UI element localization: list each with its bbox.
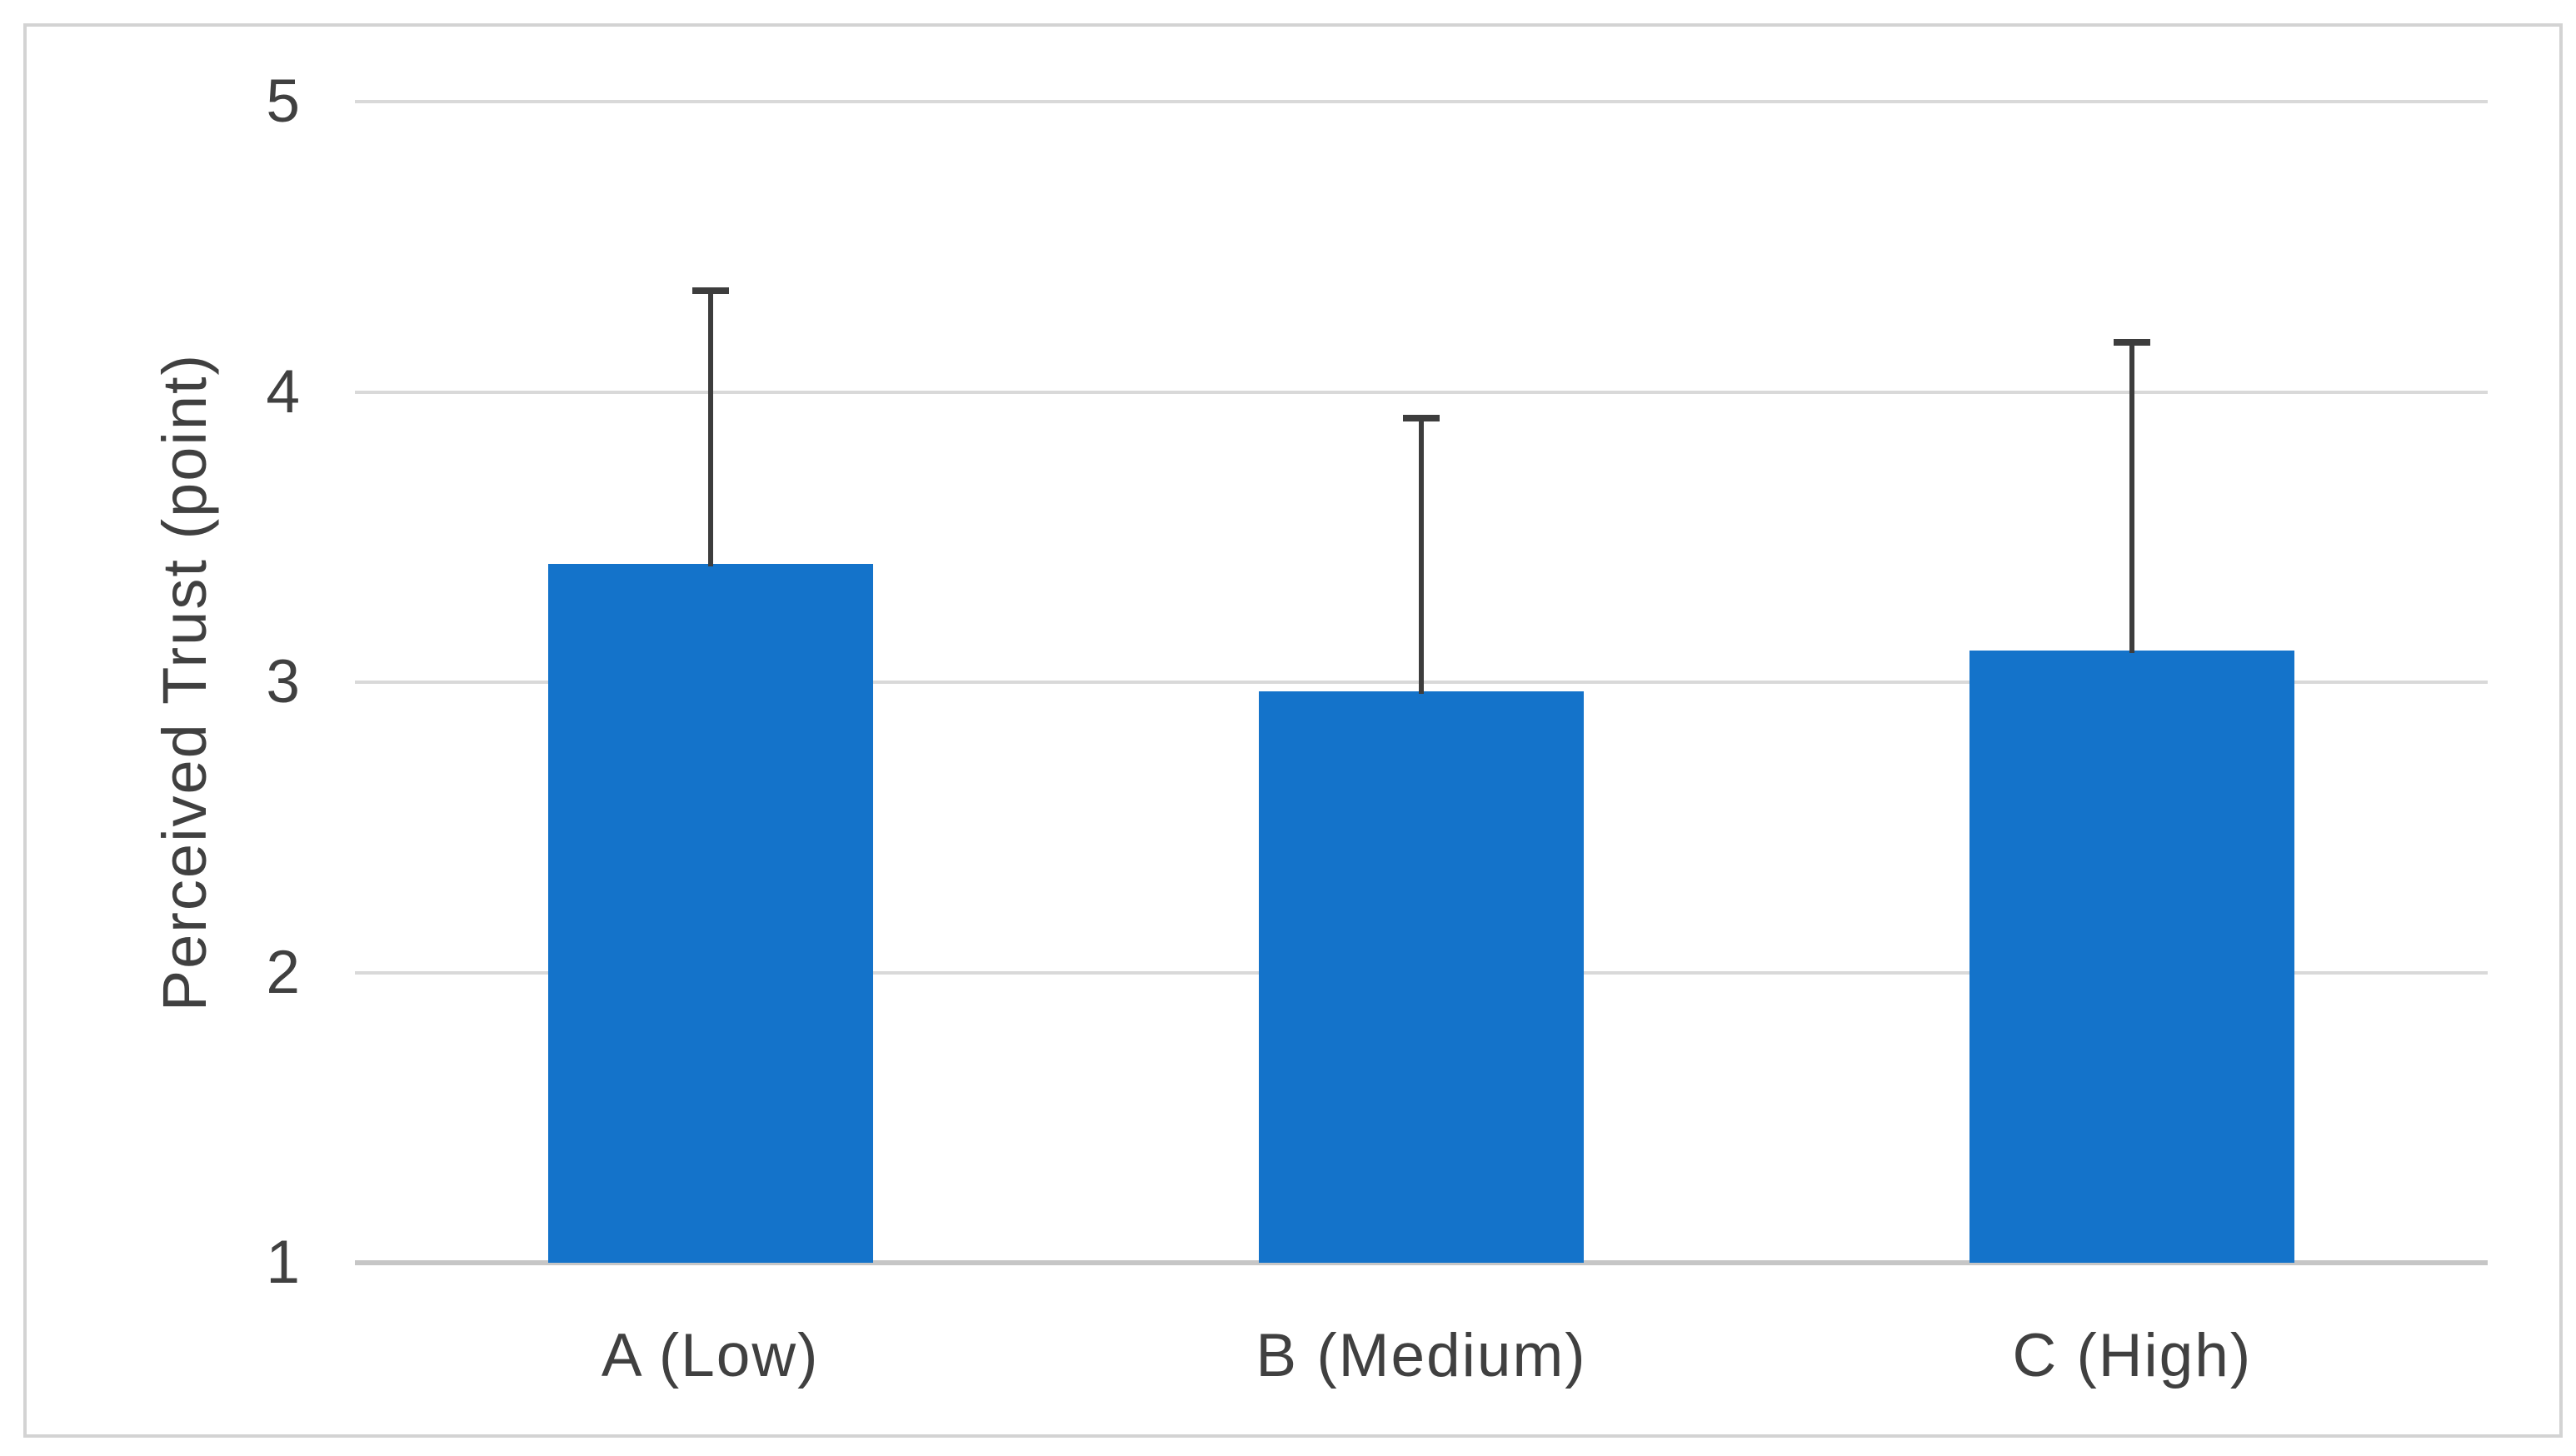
y-tick-label: 2 — [266, 938, 300, 1006]
y-tick-label: 3 — [266, 648, 300, 716]
bar-a — [547, 563, 873, 1263]
x-category-label: C (High) — [2012, 1322, 2253, 1389]
error-bar — [1419, 417, 1424, 694]
plot-area — [355, 100, 2488, 1265]
error-bar — [707, 290, 713, 566]
error-bar-cap — [1403, 414, 1440, 421]
y-tick-label: 5 — [266, 67, 300, 135]
y-tick-label: 4 — [266, 357, 300, 426]
x-axis-line — [355, 1260, 2488, 1265]
error-bar-cap — [2114, 339, 2151, 347]
x-category-label: B (Medium) — [1256, 1322, 1587, 1389]
error-bar-cap — [691, 287, 729, 294]
x-category-label: A (Low) — [601, 1322, 820, 1389]
gridline — [355, 390, 2488, 394]
bar-b — [1259, 691, 1584, 1263]
gridline — [355, 100, 2488, 103]
y-tick-label: 1 — [266, 1229, 300, 1296]
bar-c — [1969, 651, 2295, 1263]
error-bar — [2129, 342, 2135, 654]
